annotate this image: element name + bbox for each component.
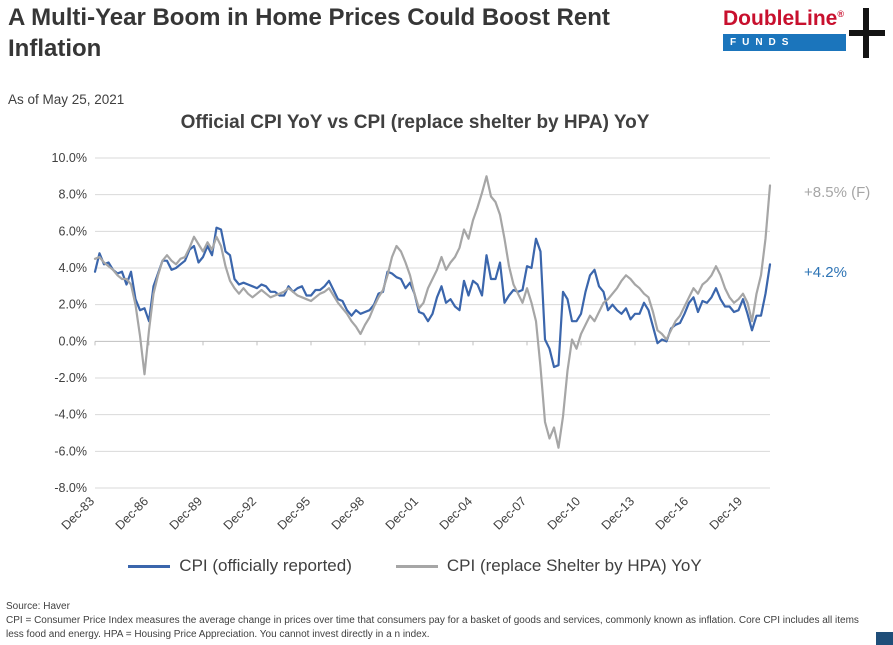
svg-text:Dec-04: Dec-04 [437, 494, 475, 532]
svg-text:Dec-83: Dec-83 [59, 494, 97, 532]
annotation-cpi-current: +4.2% [804, 264, 847, 281]
chart-title: Official CPI YoY vs CPI (replace shelter… [180, 112, 650, 133]
logo-brand-name: DoubleLine [723, 7, 838, 30]
svg-text:Dec-16: Dec-16 [653, 494, 691, 532]
svg-text:4.0%: 4.0% [59, 261, 88, 275]
doubleline-logo: DoubleLine® FUNDS [723, 7, 885, 61]
legend-item-cpi-hpa: CPI (replace Shelter by HPA) YoY [395, 556, 702, 576]
slide-corner-mark [876, 632, 893, 645]
line-chart: 10.0% 8.0% 6.0% 4.0% 2.0% 0.0% -2.0% -4.0% -6.0%… [52, 151, 772, 533]
svg-text:Dec-95: Dec-95 [275, 494, 313, 532]
annotation-hpa-forecast: +8.5% (F) [804, 184, 871, 201]
logo-brand-text: DoubleLine® [723, 7, 885, 31]
legend: CPI (officially reported) CPI (replace S… [0, 556, 830, 576]
svg-text:Dec-86: Dec-86 [113, 494, 151, 532]
svg-text:Dec-07: Dec-07 [491, 494, 529, 532]
as-of-date: As of May 25, 2021 [8, 92, 125, 107]
svg-text:0.0%: 0.0% [59, 334, 88, 348]
logo-funds-bar: FUNDS [723, 34, 846, 51]
legend-label: CPI (officially reported) [179, 556, 352, 575]
svg-text:6.0%: 6.0% [59, 224, 88, 238]
legend-line-swatch-gray [395, 564, 438, 568]
svg-text:10.0%: 10.0% [52, 151, 87, 165]
legend-line-swatch-blue [128, 564, 171, 568]
svg-text:Dec-10: Dec-10 [545, 494, 583, 532]
source-note: Source: Haver [6, 601, 70, 612]
svg-text:-2.0%: -2.0% [54, 371, 87, 385]
svg-text:Dec-98: Dec-98 [329, 494, 367, 532]
page-title: A Multi-Year Boom in Home Prices Could B… [8, 4, 610, 63]
svg-text:Dec-19: Dec-19 [707, 494, 745, 532]
logo-cross-horizontal [849, 30, 885, 36]
registered-mark: ® [837, 9, 844, 19]
svg-text:Dec-89: Dec-89 [167, 494, 205, 532]
svg-text:-8.0%: -8.0% [54, 481, 87, 495]
legend-item-cpi-official: CPI (officially reported) [128, 556, 352, 576]
svg-text:Dec-01: Dec-01 [383, 494, 421, 532]
legend-label: CPI (replace Shelter by HPA) YoY [446, 556, 702, 575]
disclaimer-text: CPI = Consumer Price Index measures the … [6, 615, 859, 640]
logo-funds-text: FUNDS [730, 37, 795, 48]
svg-text:-6.0%: -6.0% [54, 444, 87, 458]
svg-text:Dec-13: Dec-13 [599, 494, 637, 532]
svg-text:Dec-92: Dec-92 [221, 494, 259, 532]
svg-text:8.0%: 8.0% [59, 188, 88, 202]
svg-text:2.0%: 2.0% [59, 298, 88, 312]
svg-text:-4.0%: -4.0% [54, 408, 87, 422]
